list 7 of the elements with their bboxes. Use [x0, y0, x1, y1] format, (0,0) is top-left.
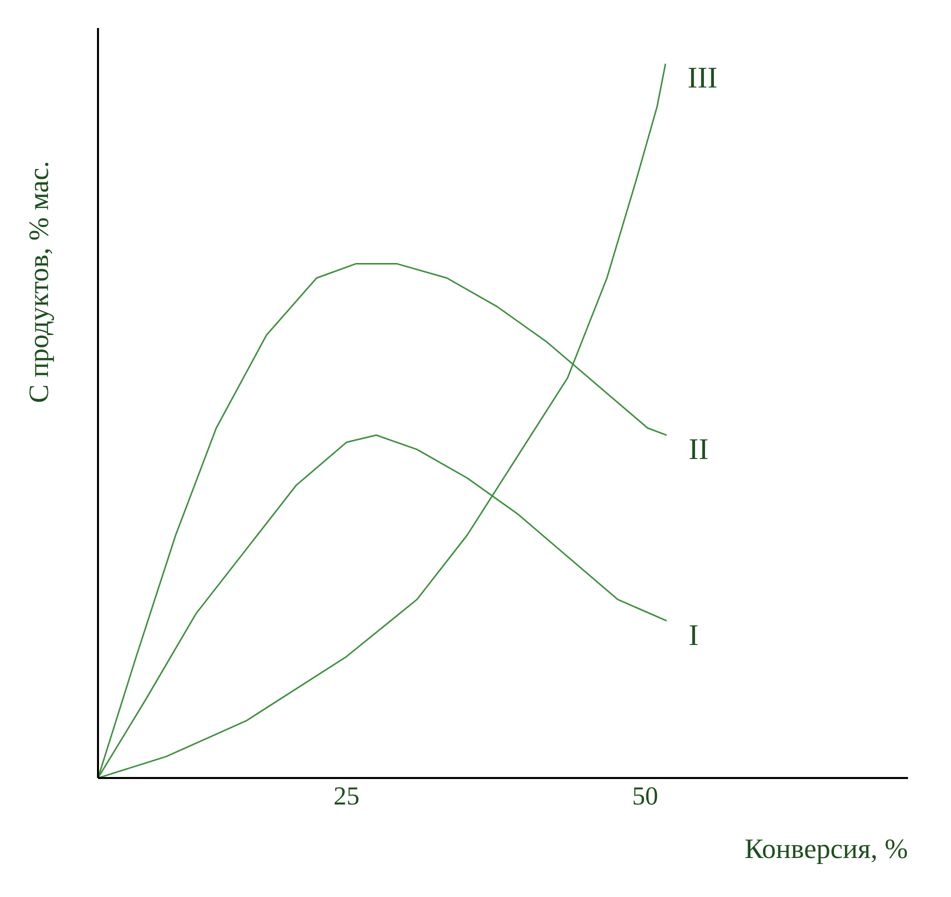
y-axis-title: С продуктов, % мас. — [24, 160, 55, 403]
x-tick-label: 50 — [632, 781, 658, 810]
x-axis-title: Конверсия, % — [744, 834, 908, 865]
series-label: II — [688, 433, 709, 466]
x-tick-label: 25 — [333, 781, 360, 810]
series-label: III — [687, 62, 718, 95]
series-label: I — [688, 618, 699, 652]
